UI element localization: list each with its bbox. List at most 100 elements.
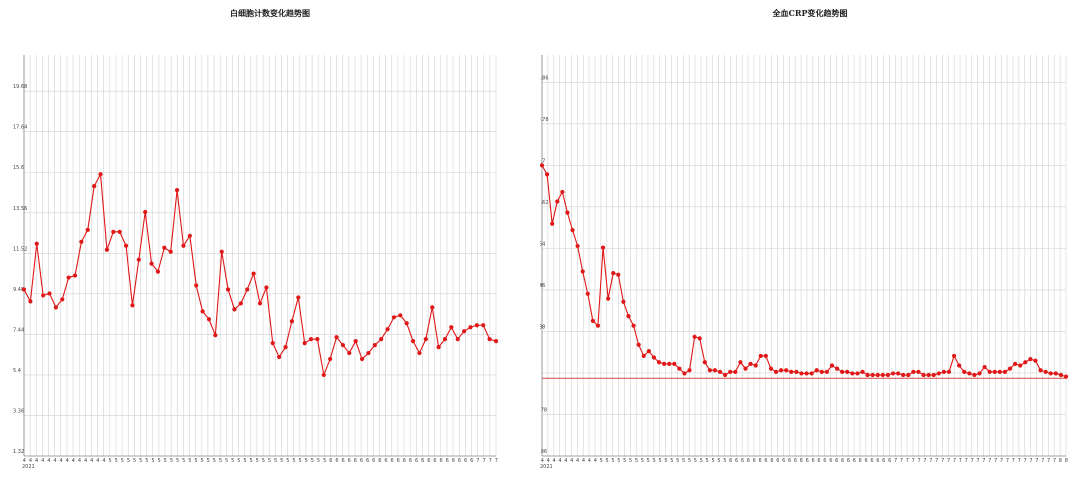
- data-point: [34, 241, 39, 246]
- x-tick-label: 4: [594, 458, 597, 464]
- x-tick-label: 5: [170, 458, 173, 464]
- x-tick-label: 4: [66, 458, 69, 464]
- x-tick-label: 5: [237, 458, 240, 464]
- x-tick-label: 6: [806, 458, 809, 464]
- x-tick-label: 6: [800, 458, 803, 464]
- data-point: [66, 275, 71, 280]
- data-point: [487, 337, 492, 342]
- data-point: [174, 188, 180, 193]
- data-point: [474, 323, 479, 328]
- x-tick-label: 5: [617, 458, 620, 464]
- x-tick-label: 6: [415, 458, 418, 464]
- x-tick-label: 7: [953, 458, 956, 464]
- data-point: [575, 243, 580, 249]
- x-tick-label: 4: [23, 458, 26, 464]
- x-tick-label: 6: [794, 458, 797, 464]
- data-point: [779, 368, 784, 373]
- x-tick-label: 6: [764, 458, 767, 464]
- data-point: [206, 317, 212, 322]
- data-point: [870, 372, 875, 378]
- data-point: [743, 366, 748, 371]
- data-point: [155, 269, 161, 274]
- data-point: [1053, 371, 1058, 376]
- x-tick-label: 5: [311, 458, 314, 464]
- x-tick-label: 5: [164, 458, 167, 464]
- x-tick-label: 4: [84, 458, 87, 464]
- y-tick-label: 133.7: [540, 158, 545, 164]
- data-point: [1018, 363, 1023, 368]
- data-point: [181, 243, 186, 248]
- x-tick-label: 4: [576, 458, 579, 464]
- data-point: [804, 371, 809, 376]
- data-point: [353, 339, 358, 344]
- data-point: [92, 184, 97, 189]
- data-point: [860, 369, 865, 374]
- x-tick-label: 6: [452, 458, 455, 464]
- data-point: [1023, 360, 1028, 365]
- y-tick-label: 159.78: [540, 117, 549, 123]
- data-point: [865, 372, 870, 378]
- data-point: [555, 199, 560, 204]
- x-tick-label: 6: [753, 458, 756, 464]
- data-point: [951, 353, 957, 359]
- data-point: [347, 350, 352, 356]
- data-point: [423, 337, 428, 342]
- data-point: [834, 366, 840, 371]
- data-point: [79, 239, 84, 244]
- data-point: [921, 372, 926, 378]
- data-point: [850, 371, 855, 376]
- data-point: [277, 354, 282, 360]
- x-tick-label: 6: [788, 458, 791, 464]
- y-tick-label: 81.54: [540, 241, 545, 247]
- data-point: [972, 372, 977, 378]
- data-point: [651, 355, 657, 360]
- data-point: [104, 247, 110, 252]
- data-point: [493, 339, 499, 344]
- y-tick-label: -22.78: [540, 407, 547, 413]
- data-point: [213, 333, 218, 338]
- x-tick-label: 6: [888, 458, 891, 464]
- x-tick-label: 6: [835, 458, 838, 464]
- x-tick-label: 5: [605, 458, 608, 464]
- data-point: [829, 363, 835, 368]
- data-point: [200, 309, 205, 314]
- data-point: [656, 360, 662, 365]
- data-point: [885, 372, 891, 378]
- x-tick-label: 4: [35, 458, 38, 464]
- y-tick-label: 13.56: [13, 206, 27, 212]
- x-tick-label: 6: [470, 458, 473, 464]
- y-tick-label: -48.86: [540, 449, 547, 455]
- x-axis-year-label: 2021: [540, 464, 553, 470]
- data-point: [85, 227, 90, 232]
- x-tick-label: 4: [541, 458, 544, 464]
- x-tick-label: 5: [299, 458, 302, 464]
- data-point: [270, 341, 275, 346]
- x-tick-label: 6: [458, 458, 461, 464]
- data-point: [385, 327, 390, 332]
- data-point: [550, 221, 555, 226]
- x-tick-label: 5: [109, 458, 112, 464]
- data-point: [1028, 357, 1033, 362]
- data-point: [168, 249, 173, 254]
- x-tick-label: 5: [641, 458, 644, 464]
- data-point: [398, 313, 403, 318]
- data-point: [799, 371, 804, 376]
- data-point: [289, 319, 294, 324]
- x-tick-label: 5: [706, 458, 709, 464]
- x-tick-label: 7: [976, 458, 979, 464]
- x-tick-label: 8: [1059, 458, 1062, 464]
- x-tick-label: 7: [1006, 458, 1009, 464]
- x-tick-label: 6: [390, 458, 393, 464]
- x-tick-label: 6: [464, 458, 467, 464]
- x-tick-label: 5: [145, 458, 148, 464]
- data-point: [53, 305, 58, 310]
- x-tick-label: 7: [912, 458, 915, 464]
- data-point: [819, 369, 824, 374]
- x-tick-label: 6: [770, 458, 773, 464]
- data-point: [967, 371, 972, 376]
- x-tick-label: 4: [564, 458, 567, 464]
- data-point: [1043, 369, 1048, 374]
- data-point: [992, 369, 997, 374]
- x-tick-label: 6: [397, 458, 400, 464]
- data-point: [28, 299, 33, 304]
